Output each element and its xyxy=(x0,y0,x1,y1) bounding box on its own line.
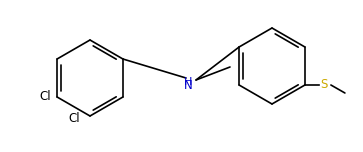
Text: H: H xyxy=(184,77,192,87)
Text: Cl: Cl xyxy=(40,90,51,102)
Text: Cl: Cl xyxy=(68,112,80,124)
Text: S: S xyxy=(320,78,327,92)
Text: N: N xyxy=(184,79,192,92)
